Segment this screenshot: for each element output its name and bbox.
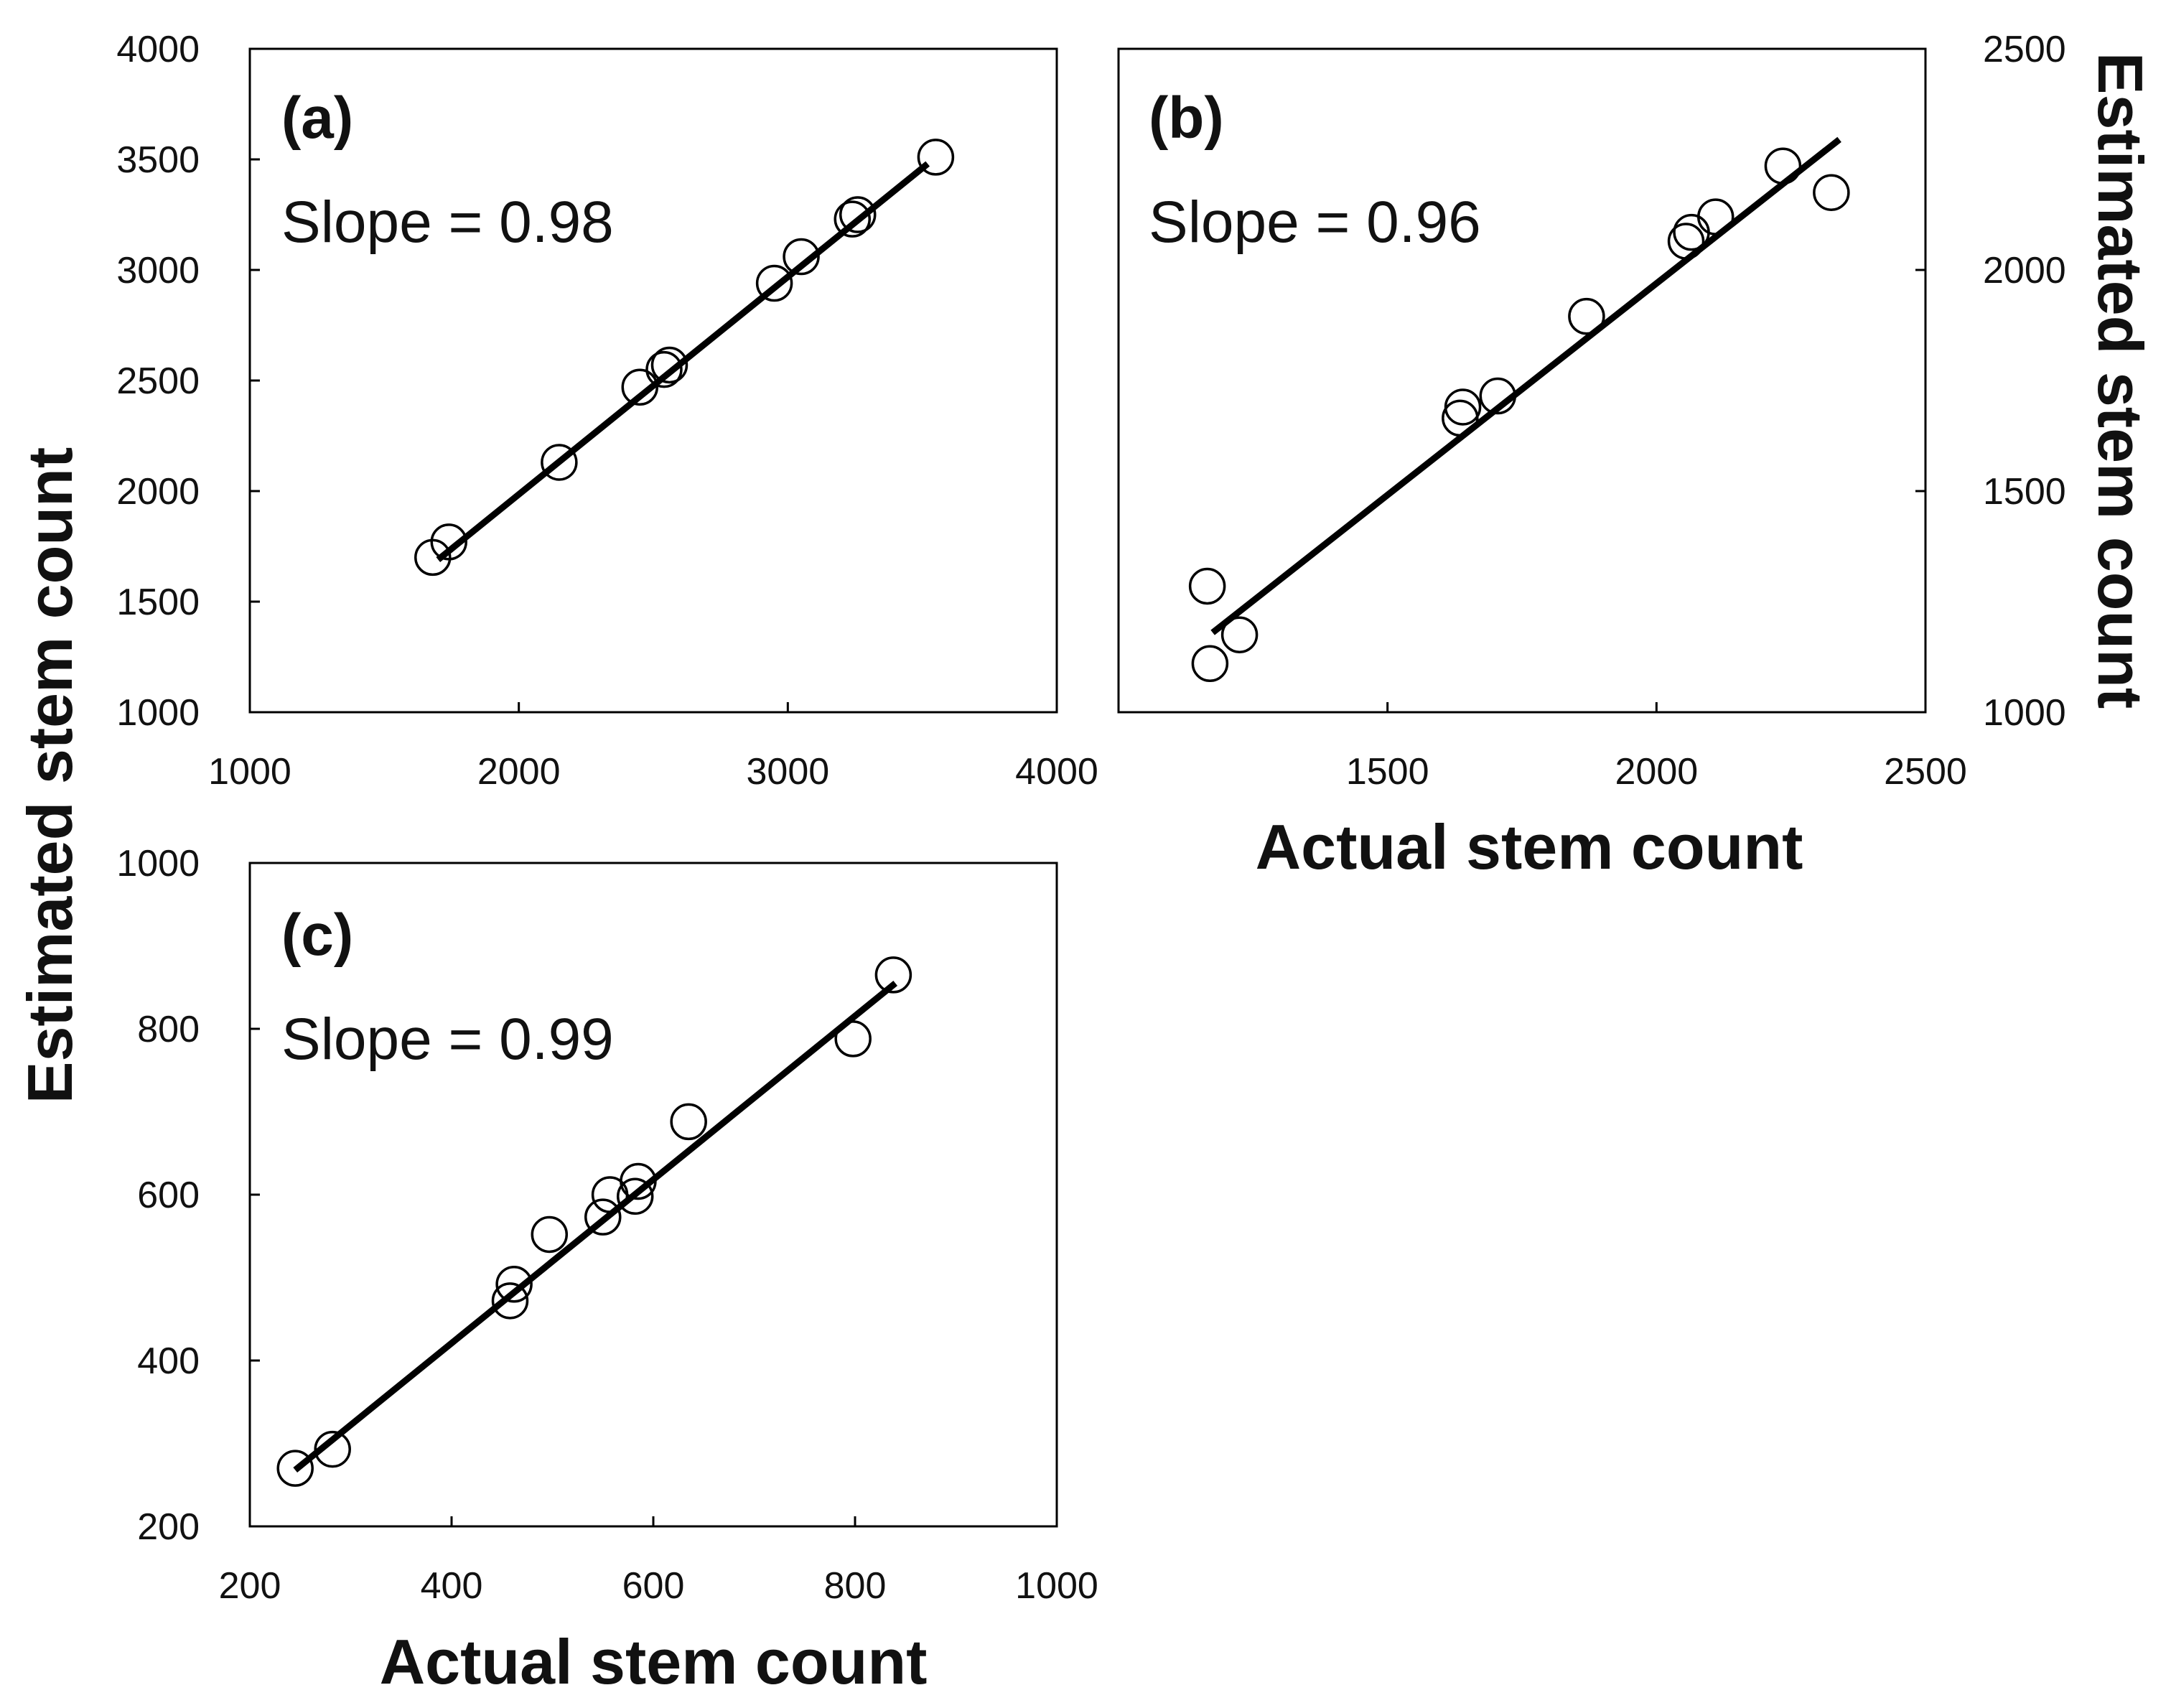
panel-b-xtick-label: 1500 — [1346, 751, 1429, 793]
panel-a-ytick-label: 4000 — [116, 29, 200, 70]
panel-a-data-point — [430, 523, 468, 561]
panel-c-data-point — [584, 1198, 622, 1236]
panel-a-ytick-label: 1000 — [116, 692, 200, 734]
panel-b-frame — [1117, 47, 1927, 714]
panel-c-data-point — [874, 956, 912, 994]
panel-c-xtick-label: 800 — [824, 1565, 887, 1607]
panel-c-ytick-label: 1000 — [116, 843, 200, 885]
panel-b-ytick-label: 1500 — [1983, 471, 2066, 513]
panel-b-data-point — [1697, 198, 1735, 235]
panel-b-data-point — [1813, 174, 1850, 211]
panel-a: 1000 2000 3000 4000 1000 1500 2000 2500 3000 3500… — [116, 29, 1098, 793]
panel-c-data-point — [670, 1103, 707, 1141]
panel-a-data-point — [839, 196, 877, 233]
panel-b-data-point — [1220, 616, 1259, 653]
panel-b-data-point — [1568, 297, 1605, 335]
panel-c-xlabel: Actual stem count — [380, 1626, 928, 1697]
panel-b-ytick-label: 2500 — [1983, 29, 2066, 70]
panel-a-ytick-label: 3500 — [116, 139, 200, 181]
panel-a-ytick-label: 3000 — [116, 250, 200, 291]
panel-b-xlabel: Actual stem count — [1256, 811, 1803, 882]
panel-c-label: (c) — [281, 902, 353, 968]
panel-c-data-point — [495, 1265, 533, 1303]
panel-c-data-point — [616, 1177, 654, 1215]
panel-a-data-point — [917, 139, 955, 176]
panel-c-fit-line — [293, 980, 898, 1473]
panel-c-ytick-label: 200 — [137, 1506, 200, 1548]
panel-b-ytick-label: 1000 — [1983, 692, 2066, 734]
panel-c-data-point — [276, 1450, 314, 1487]
panel-a-ytick-label: 2000 — [116, 471, 200, 513]
panel-a-fit-line — [436, 161, 930, 562]
panel-c-xtick-label: 400 — [421, 1565, 483, 1607]
panel-a-xtick-label: 2000 — [477, 751, 561, 793]
panel-a-ytick-label: 2500 — [116, 360, 200, 402]
panel-a-slope: Slope = 0.98 — [281, 190, 614, 255]
panel-b-data-point — [1667, 223, 1705, 260]
panel-b-data-point — [1764, 147, 1802, 185]
panel-a-ytick-label: 1500 — [116, 582, 200, 623]
panel-c-xtick-label: 200 — [219, 1565, 281, 1607]
panel-c: 200 400 600 800 1000 200 400 600 800 1000 (c) Slo… — [116, 843, 1098, 1697]
panel-b-data-point — [1673, 213, 1710, 251]
panel-b-xtick-label: 2500 — [1884, 751, 1967, 793]
panel-c-xtick-label: 600 — [622, 1565, 685, 1607]
panel-b-data-point — [1444, 388, 1482, 426]
panel-b-fit-line — [1210, 136, 1841, 635]
panel-a-data-point — [650, 346, 688, 384]
panel-c-data-point — [531, 1215, 569, 1254]
panel-c-ytick-label: 800 — [137, 1009, 200, 1050]
panel-c-data-point — [314, 1430, 351, 1468]
panel-b-data-point — [1188, 567, 1226, 605]
panel-b: 1500 2000 2500 1000 1500 2000 2500 (b) Slope =… — [1117, 29, 2156, 882]
panel-c-data-point — [834, 1020, 872, 1058]
panel-a-marks: 1000 2000 3000 4000 1000 1500 2000 2500 3000 3500… — [116, 29, 1098, 793]
panel-c-data-point — [491, 1282, 529, 1320]
panel-c-ytick-label: 600 — [137, 1175, 200, 1216]
panel-c-xtick-label: 1000 — [1015, 1565, 1098, 1607]
panel-a-xtick-label: 1000 — [208, 751, 291, 793]
panel-a-data-point — [834, 200, 872, 238]
panel-a-xtick-label: 4000 — [1015, 751, 1098, 793]
panel-c-marks: 200 400 600 800 1000 200 400 600 800 1000 — [116, 843, 1098, 1607]
panel-a-data-point — [621, 368, 659, 406]
panel-b-data-point — [1479, 377, 1517, 415]
panel-b-slope: Slope = 0.96 — [1149, 190, 1481, 255]
panel-a-xtick-label: 3000 — [746, 751, 829, 793]
panel-c-data-point — [620, 1162, 657, 1200]
panel-c-ytick-label: 400 — [137, 1340, 200, 1382]
panel-b-ylabel: Estimated stem count — [2085, 52, 2156, 709]
panel-a-data-point — [783, 238, 820, 276]
panel-a-data-point — [645, 350, 683, 388]
panel-b-data-point — [1191, 645, 1229, 682]
panel-a-data-point — [541, 444, 578, 481]
panel-a-data-point — [755, 264, 793, 302]
panel-a-label: (a) — [281, 85, 353, 151]
shared-ylabel: Estimated stem count — [14, 447, 85, 1103]
panel-c-slope: Slope = 0.99 — [281, 1007, 614, 1072]
panel-b-ytick-label: 2000 — [1983, 250, 2066, 291]
panel-b-marks: 1500 2000 2500 1000 1500 2000 2500 — [1188, 29, 2066, 793]
panel-b-xtick-label: 2000 — [1615, 751, 1698, 793]
panel-b-label: (b) — [1149, 85, 1224, 151]
panel-a-frame — [248, 47, 1058, 714]
